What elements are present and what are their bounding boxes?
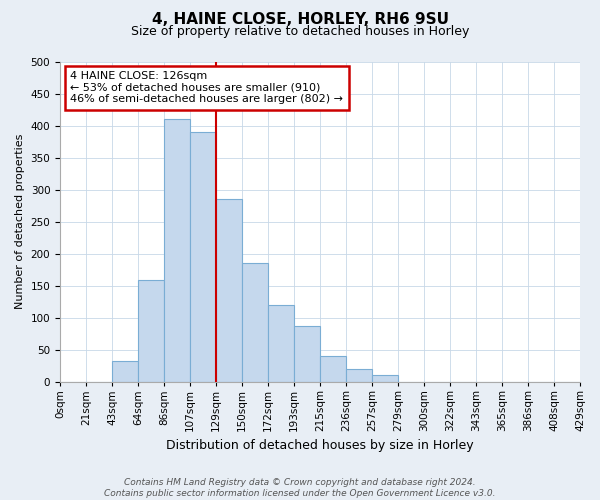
Bar	[190, 132, 216, 382]
Bar	[242, 264, 268, 382]
Text: 4, HAINE CLOSE, HORLEY, RH6 9SU: 4, HAINE CLOSE, HORLEY, RH6 9SU	[151, 12, 449, 28]
Text: Size of property relative to detached houses in Horley: Size of property relative to detached ho…	[131, 25, 469, 38]
Bar	[112, 361, 138, 382]
Bar	[294, 326, 320, 382]
Bar	[346, 368, 372, 382]
Bar	[138, 280, 164, 382]
Bar	[320, 356, 346, 382]
Bar	[372, 375, 398, 382]
X-axis label: Distribution of detached houses by size in Horley: Distribution of detached houses by size …	[166, 440, 474, 452]
Y-axis label: Number of detached properties: Number of detached properties	[15, 134, 25, 310]
Bar	[268, 305, 294, 382]
Bar	[216, 200, 242, 382]
Bar	[164, 119, 190, 382]
Text: 4 HAINE CLOSE: 126sqm
← 53% of detached houses are smaller (910)
46% of semi-det: 4 HAINE CLOSE: 126sqm ← 53% of detached …	[70, 71, 343, 104]
Text: Contains HM Land Registry data © Crown copyright and database right 2024.
Contai: Contains HM Land Registry data © Crown c…	[104, 478, 496, 498]
